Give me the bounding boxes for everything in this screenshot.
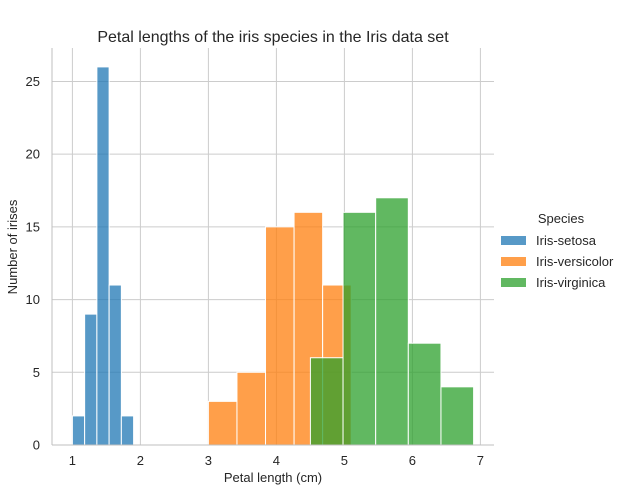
bar-iris-virginica <box>375 197 409 446</box>
y-axis-label: Number of irises <box>5 199 20 294</box>
axes <box>51 48 494 446</box>
bar-iris-virginica <box>342 211 377 446</box>
x-tick-label: 4 <box>273 453 280 468</box>
bar-iris-versicolor <box>236 371 267 446</box>
y-tick-label: 20 <box>26 147 40 162</box>
legend-label: Iris-setosa <box>536 233 597 248</box>
bar-iris-virginica <box>309 357 344 446</box>
bar-iris-versicolor <box>265 226 295 446</box>
y-tick-label: 0 <box>33 438 40 453</box>
bar-iris-virginica <box>440 386 475 446</box>
legend-label: Iris-versicolor <box>536 254 614 269</box>
y-tick-label: 25 <box>26 74 40 89</box>
x-tick-label: 7 <box>477 453 484 468</box>
legend-label: Iris-virginica <box>536 275 606 290</box>
y-tick-labels: 0 5 10 15 20 25 <box>26 74 40 453</box>
bars <box>71 66 475 446</box>
chart-title: Petal lengths of the iris species in the… <box>97 29 449 46</box>
x-axis-label: Petal length (cm) <box>224 470 322 485</box>
legend-swatch <box>501 257 526 266</box>
y-tick-label: 5 <box>33 365 40 380</box>
bar-iris-setosa <box>71 415 86 446</box>
x-tick-labels: 1 2 3 4 5 6 7 <box>69 453 484 468</box>
x-tick-label: 2 <box>137 453 144 468</box>
x-tick-label: 3 <box>205 453 212 468</box>
legend-title: Species <box>538 211 585 226</box>
bar-iris-versicolor <box>207 400 238 446</box>
x-tick-label: 6 <box>409 453 416 468</box>
x-tick-label: 5 <box>341 453 348 468</box>
legend-swatch <box>501 236 526 245</box>
legend-swatch <box>501 278 526 287</box>
x-tick-label: 1 <box>69 453 76 468</box>
bar-iris-setosa <box>84 313 98 446</box>
bar-iris-setosa <box>120 415 135 446</box>
bar-iris-setosa <box>96 66 110 446</box>
bar-iris-virginica <box>407 342 442 446</box>
y-tick-label: 15 <box>26 219 40 234</box>
legend: Species Iris-setosa Iris-versicolor Iris-vi… <box>501 211 614 290</box>
bar-iris-setosa <box>108 284 122 446</box>
y-tick-label: 10 <box>26 292 40 307</box>
